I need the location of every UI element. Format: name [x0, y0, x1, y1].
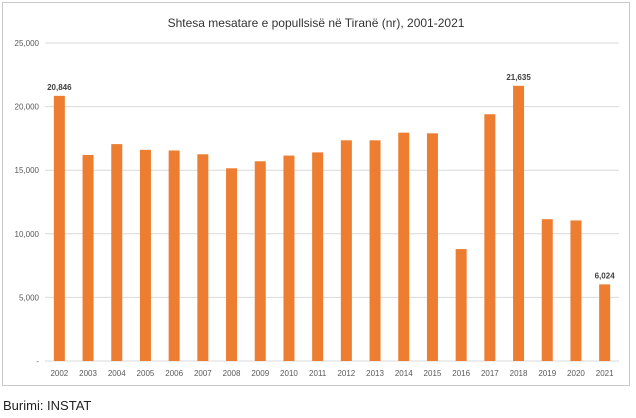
x-tick-label: 2007: [194, 369, 212, 378]
x-tick-label: 2003: [79, 369, 97, 378]
x-tick-label: 2009: [251, 369, 269, 378]
bar: [111, 144, 123, 361]
x-tick-label: 2013: [366, 369, 384, 378]
bar: [570, 220, 582, 361]
x-tick-label: 2012: [337, 369, 355, 378]
y-tick-label: 20,000: [15, 103, 40, 112]
bar: [541, 219, 553, 361]
x-tick-label: 2004: [108, 369, 126, 378]
bar: [340, 140, 352, 361]
bar: [426, 133, 438, 361]
source-note: Burimi: INSTAT: [3, 398, 92, 413]
data-label: 21,635: [506, 73, 531, 82]
y-tick-label: 10,000: [15, 230, 40, 239]
chart-title: Shtesa mesatare e popullsisë në Tiranë (…: [168, 16, 465, 30]
bar: [168, 150, 180, 361]
x-tick-label: 2015: [424, 369, 442, 378]
bar: [197, 154, 209, 361]
x-axis: 2002 2003 2004 2005 2006 2007 2008 2009 2010 2011…: [50, 369, 614, 378]
x-tick-label: 2005: [137, 369, 155, 378]
bar: [398, 132, 410, 361]
x-tick-label: 2017: [481, 369, 499, 378]
bar: [53, 95, 65, 362]
bar: [312, 152, 324, 361]
bar: [82, 154, 94, 361]
bar: [226, 168, 238, 361]
bar: [513, 85, 525, 362]
x-tick-label: 2018: [510, 369, 528, 378]
x-tick-label: 2016: [452, 369, 470, 378]
bar-chart: Shtesa mesatare e popullsisë në Tiranë (…: [15, 16, 619, 378]
x-tick-label: 2010: [280, 369, 298, 378]
bar: [254, 161, 266, 361]
grid-lines: [45, 42, 619, 362]
bar: [599, 284, 611, 361]
bar: [283, 155, 295, 361]
x-tick-label: 2014: [395, 369, 413, 378]
bar: [484, 114, 496, 362]
x-tick-label: 2011: [309, 369, 327, 378]
data-label: 20,846: [47, 83, 72, 92]
data-label: 6,024: [595, 271, 616, 280]
chart-frame: Shtesa mesatare e popullsisë në Tiranë (…: [2, 2, 630, 386]
y-tick-label: 5,000: [19, 293, 40, 302]
data-labels: 20,846 21,635 6,024: [47, 73, 615, 281]
bars: [53, 85, 611, 362]
y-axis: - 5,000 10,000 15,000 20,000 25,000: [15, 39, 40, 366]
bar: [369, 140, 381, 361]
y-tick-label: -: [36, 357, 39, 366]
bar: [455, 249, 467, 361]
x-tick-label: 2002: [50, 369, 68, 378]
y-tick-label: 25,000: [15, 39, 40, 48]
x-tick-label: 2021: [596, 369, 614, 378]
bar: [139, 149, 151, 361]
y-tick-label: 15,000: [15, 166, 40, 175]
x-tick-label: 2008: [223, 369, 241, 378]
x-tick-label: 2020: [567, 369, 585, 378]
x-tick-label: 2019: [538, 369, 556, 378]
x-tick-label: 2006: [165, 369, 183, 378]
